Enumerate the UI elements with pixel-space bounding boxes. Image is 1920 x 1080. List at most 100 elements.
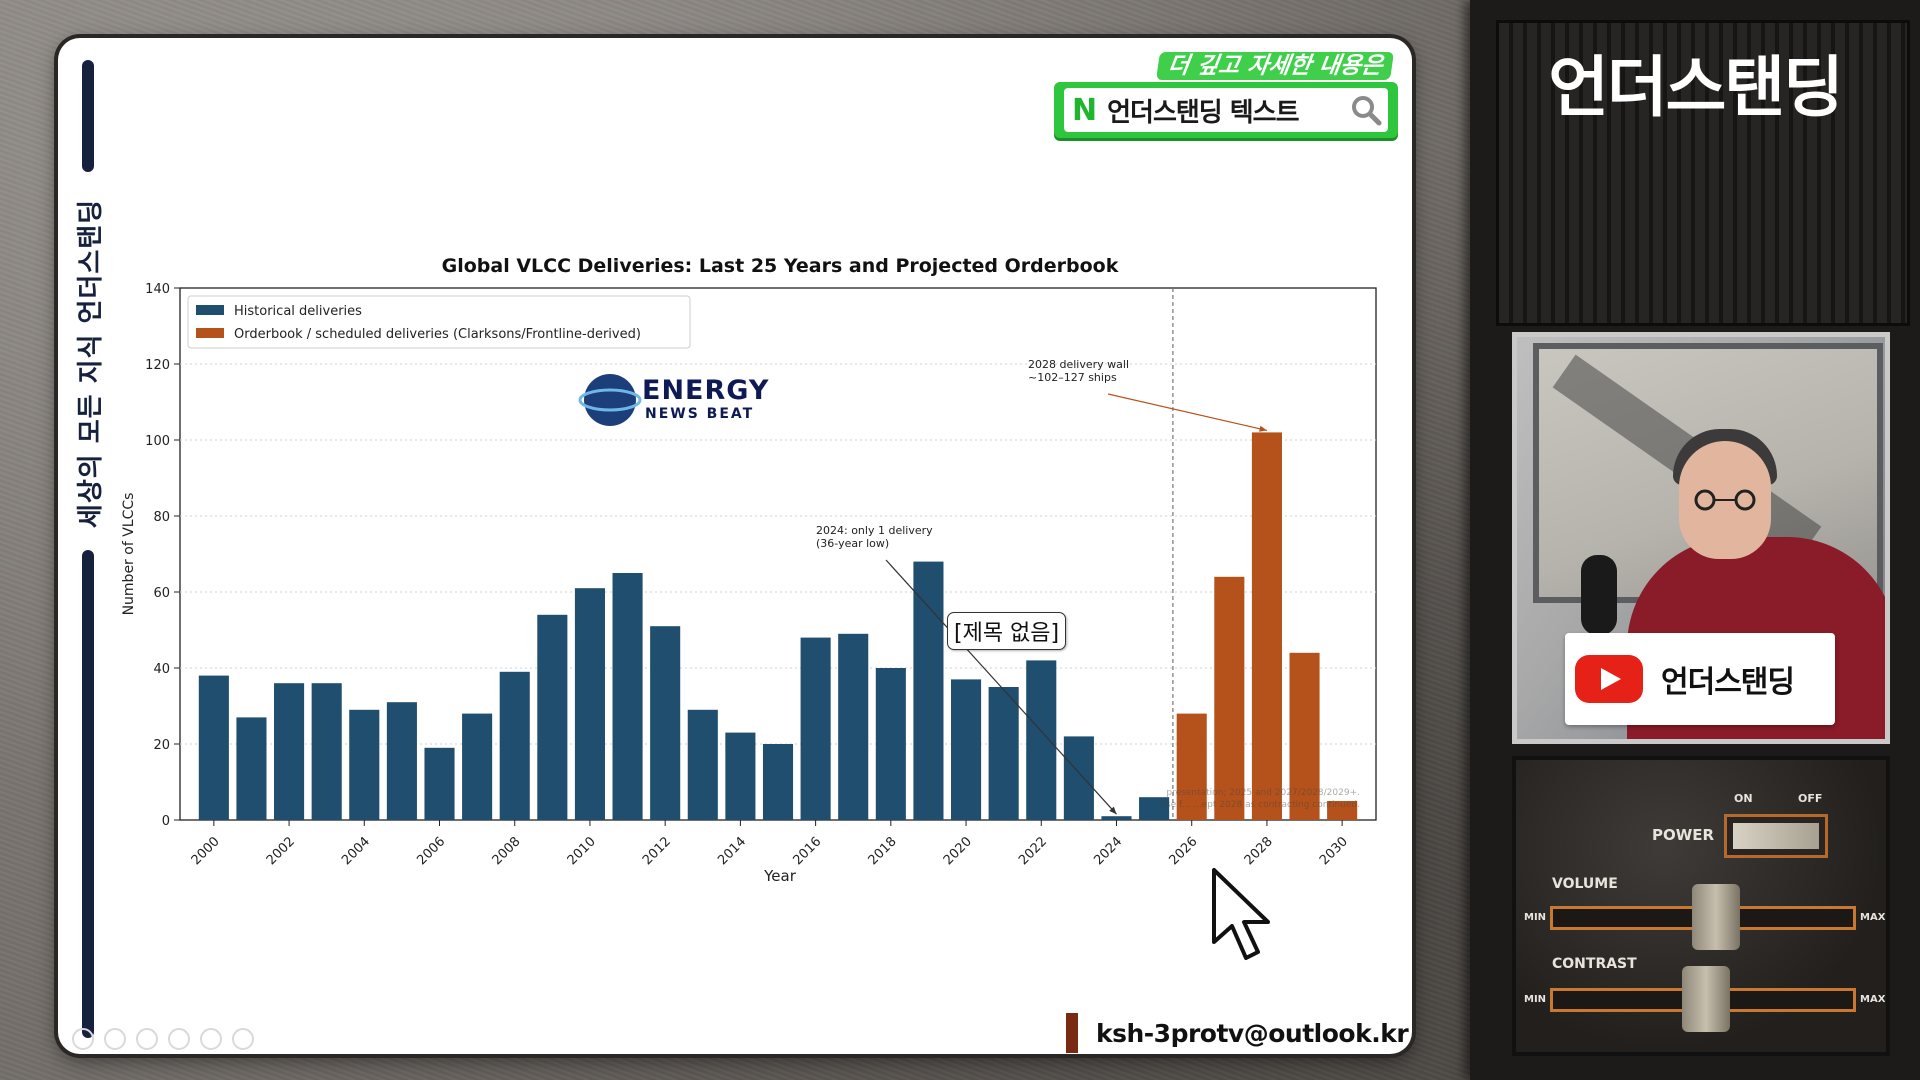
bar-historical [574,588,605,820]
y-tick-label: 80 [153,510,170,525]
glasses-icon [1694,489,1756,511]
channel-title: 언더스탠딩 [1548,49,1844,126]
bar-historical [913,561,944,820]
x-tick-label: 2026 [1167,834,1201,868]
bar-orderbook [1214,576,1245,820]
more-icon[interactable] [232,1028,254,1050]
annotation-arrow [885,559,1117,815]
webcam-feed: 언더스탠딩 [1512,332,1890,744]
label-power: POWER [1652,826,1715,844]
annotation-arrowhead [1259,425,1267,432]
annotation-arrowhead [1109,806,1117,815]
bar-historical [198,675,229,820]
bar-orderbook [1327,801,1358,820]
y-tick-label: 120 [145,358,170,373]
email-text: ksh-3protv@outlook.kr [1096,1018,1409,1048]
legend-label-historical: Historical deliveries [234,304,362,319]
chart-bars [198,432,1358,820]
bar-historical [838,633,869,820]
bar-historical [1026,660,1057,820]
bar-historical [650,626,681,820]
globe-icon [584,374,636,426]
bar-historical [349,709,380,820]
globe-ring-icon [578,388,642,412]
legend-box [187,295,691,349]
slides-icon[interactable] [168,1028,190,1050]
right-side-panel: 언더스탠딩 언더스탠딩 ON OFF POWER [1470,0,1920,1080]
legend-swatch-orderbook [196,328,224,338]
banner-inner: N 언더스탠딩 텍스트 [1064,88,1388,132]
chart-annotations: 2024: only 1 delivery(36-year low) 2028 d… [816,358,1268,815]
chart-legend: Historical deliveries Orderbook / schedu… [187,295,691,349]
microphone-icon [1581,555,1617,635]
x-tick-label: 2014 [715,834,749,868]
bar-historical [612,573,643,820]
label-contrast: CONTRAST [1552,956,1637,972]
x-tick-label: 2016 [790,834,824,868]
nameplate: 언더스탠딩 [1565,633,1835,725]
x-tick-label: 2018 [866,834,900,868]
x-tick-label: 2004 [339,834,373,868]
annotation-text: 2028 delivery wall [1028,358,1129,371]
email-accent-bar [1066,1013,1078,1053]
bar-historical [462,713,493,820]
bar-historical [311,683,342,820]
bar-historical [386,702,417,820]
y-axis-label: Number of VLCCs [121,493,137,616]
label-off: OFF [1798,792,1823,805]
bar-historical [988,687,1019,820]
x-tick-label: 2022 [1016,834,1050,868]
y-tick-label: 20 [153,738,170,753]
mouse-cursor-icon [1212,868,1270,960]
annotation-text: (36-year low) [816,537,889,550]
x-tick-label: 2006 [414,834,448,868]
bar-historical [236,717,267,820]
slide-toolbar [72,1028,254,1050]
contrast-slider-knob[interactable] [1682,966,1730,1032]
y-axis-ticks: 0 20 40 60 80 100 120 140 [145,282,180,829]
naver-n-logo: N [1072,92,1098,128]
slatted-wall [1496,20,1910,326]
annotation-text: ~102–127 ships [1028,371,1117,384]
bar-orderbook [1176,713,1207,820]
label-on: ON [1734,792,1753,805]
label-contrast-min: MIN [1524,994,1547,1005]
green-promo-banner[interactable]: 더 깊고 자세한 내용은 N 언더스탠딩 텍스트 [1054,52,1398,140]
zoom-icon[interactable] [200,1028,222,1050]
x-tick-label: 2010 [565,834,599,868]
label-volume-max: MAX [1860,912,1886,923]
x-axis-ticks: 2000 2002 2004 2006 2008 2010 2012 2014 2016 2018… [189,820,1351,868]
legend-swatch-historical [196,305,224,315]
power-switch[interactable] [1724,814,1828,858]
x-tick-label: 2002 [264,834,298,868]
search-icon [1352,96,1382,126]
y-tick-label: 0 [162,814,170,829]
label-volume-min: MIN [1524,912,1547,923]
pen-icon[interactable] [136,1028,158,1050]
power-switch-knob [1733,823,1819,849]
youtube-logo-icon [1575,655,1643,703]
untitled-tooltip: [제목 없음] [947,612,1067,650]
left-accent-bar-top [82,60,94,172]
banner-text: 언더스탠딩 텍스트 [1107,97,1299,128]
chart-footnote: presentation; 2025 and 2027/2028/2029+. … [1161,788,1360,810]
chart-gridlines [180,363,1376,745]
x-tick-label: 2012 [640,834,674,868]
label-volume: VOLUME [1552,876,1618,892]
annotation-text: 2024: only 1 delivery [816,524,933,537]
x-tick-label: 2030 [1317,834,1351,868]
bar-historical [1063,736,1094,820]
x-axis-label: Year [763,867,797,885]
y-tick-label: 40 [153,662,170,677]
banner-box: N 언더스탠딩 텍스트 [1054,82,1398,138]
bar-historical [499,671,530,820]
bar-orderbook [1289,652,1320,820]
footnote-line-1: presentation; 2025 and 2027/2028/2029+. [1166,788,1360,798]
footnote-line-2: ose f... ...ept 2028 as contracting cont… [1161,800,1360,810]
bar-historical [274,683,305,820]
prev-slide-icon[interactable] [72,1028,94,1050]
presentation-slide: 세상의 모든 지식 언더스탠딩 더 깊고 자세한 내용은 N 언더스탠딩 텍스트… [58,38,1412,1054]
volume-slider-knob[interactable] [1692,884,1740,950]
play-icon[interactable] [104,1028,126,1050]
